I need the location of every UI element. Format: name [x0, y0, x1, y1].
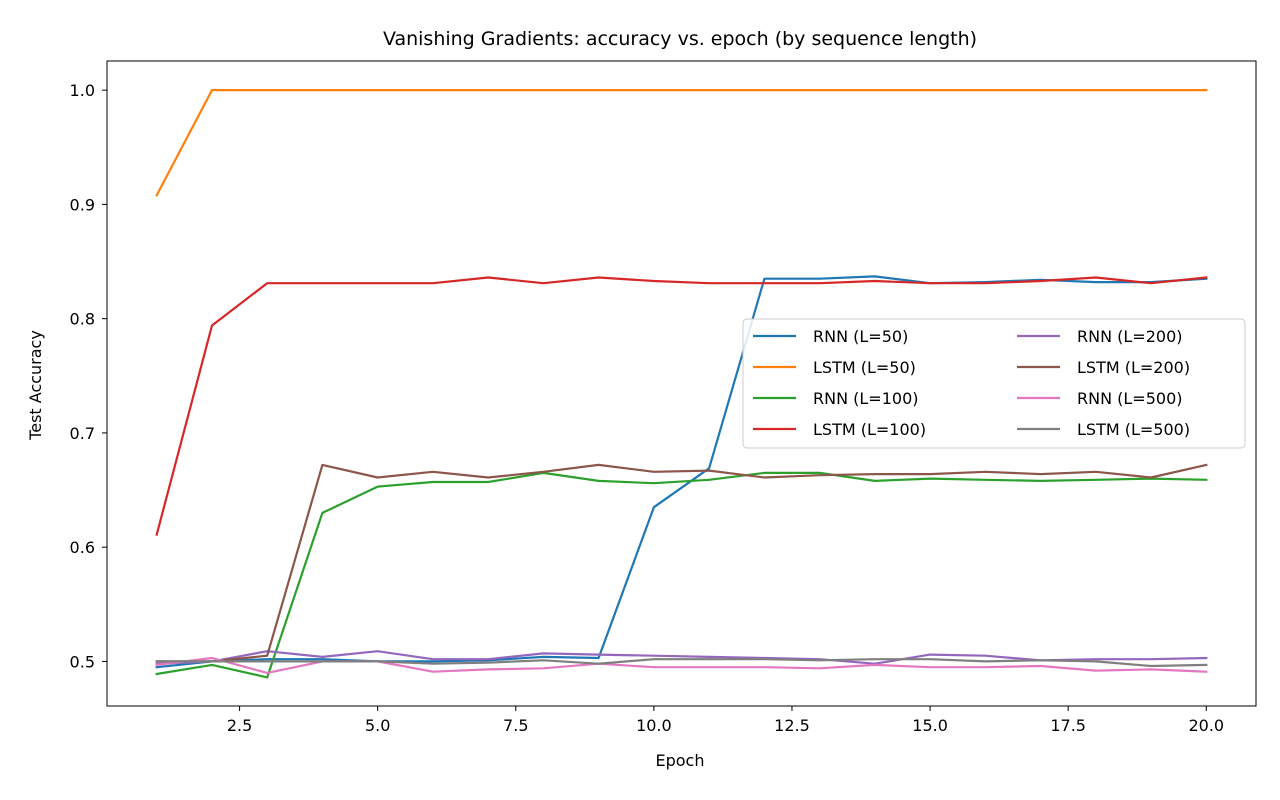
y-axis: 0.5 0.6 0.7 0.8 0.9 1.0 [70, 81, 107, 671]
x-axis-label: Epoch [656, 751, 705, 770]
series-line-lstm-l-100 [155, 276, 1208, 536]
series-line-rnn-l-100 [155, 471, 1208, 679]
legend: RNN (L=50) LSTM (L=50) RNN (L=100) LSTM (L=… [742, 318, 1246, 449]
legend-label: RNN (L=500) [1077, 389, 1182, 408]
series-line-lstm-l-50 [155, 88, 1208, 197]
y-tick-label: 0.9 [70, 195, 95, 214]
x-tick-label: 5.0 [365, 716, 390, 735]
x-tick-label: 17.5 [1050, 716, 1086, 735]
legend-label: LSTM (L=50) [813, 358, 916, 377]
y-tick-label: 0.8 [70, 310, 95, 329]
chart-title: Vanishing Gradients: accuracy vs. epoch … [383, 28, 977, 50]
legend-label: LSTM (L=500) [1077, 420, 1190, 439]
x-tick-label: 12.5 [774, 716, 810, 735]
legend-box [742, 318, 1246, 449]
y-tick-label: 0.7 [70, 424, 95, 443]
legend-label: LSTM (L=200) [1077, 358, 1190, 377]
y-tick-label: 0.6 [70, 538, 95, 557]
legend-label: RNN (L=200) [1077, 327, 1182, 346]
plot-frame [106, 60, 1257, 707]
x-tick-label: 7.5 [503, 716, 528, 735]
plot-lines [155, 88, 1208, 679]
x-axis: 2.5 5.0 7.5 10.0 12.5 15.0 17.5 20.0 [227, 706, 1224, 735]
legend-label: LSTM (L=100) [813, 420, 926, 439]
series-line-lstm-l-500 [155, 658, 1208, 668]
legend-label: RNN (L=100) [813, 389, 918, 408]
x-tick-label: 20.0 [1188, 716, 1224, 735]
y-tick-label: 0.5 [70, 652, 95, 671]
y-axis-label: Test Accuracy [26, 330, 45, 441]
x-tick-label: 10.0 [636, 716, 672, 735]
x-tick-label: 15.0 [912, 716, 948, 735]
legend-label: RNN (L=50) [813, 327, 908, 346]
x-tick-label: 2.5 [227, 716, 252, 735]
series-line-lstm-l-200 [155, 463, 1208, 663]
y-tick-label: 1.0 [70, 81, 95, 100]
series-line-rnn-l-50 [155, 275, 1208, 669]
